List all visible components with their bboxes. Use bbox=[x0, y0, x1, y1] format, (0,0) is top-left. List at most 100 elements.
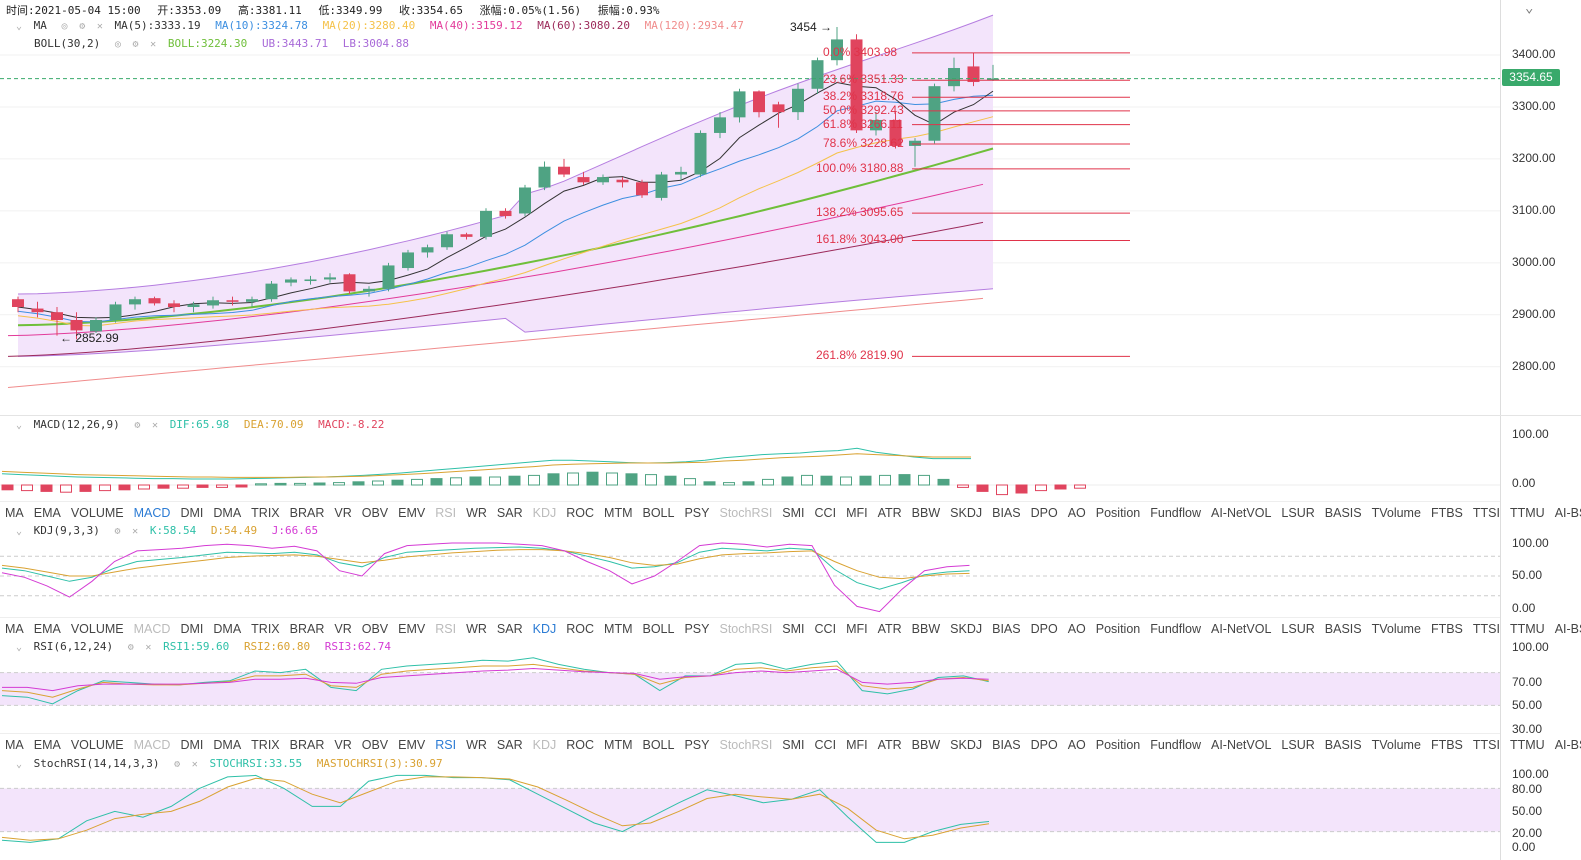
tab-psy[interactable]: PSY bbox=[684, 738, 710, 752]
tab-position[interactable]: Position bbox=[1095, 506, 1141, 520]
tab-roc[interactable]: ROC bbox=[566, 506, 595, 520]
tab-bias[interactable]: BIAS bbox=[992, 738, 1021, 752]
tab-rsi[interactable]: RSI bbox=[435, 506, 457, 520]
tab-emv[interactable]: EMV bbox=[398, 506, 426, 520]
tab-ai-netvol[interactable]: AI-NetVOL bbox=[1210, 738, 1272, 752]
tab-bbw[interactable]: BBW bbox=[911, 506, 941, 520]
tab-ttsi[interactable]: TTSI bbox=[1472, 622, 1500, 636]
visibility-eye-icon[interactable]: ◎ bbox=[114, 39, 121, 50]
tab-tvolume[interactable]: TVolume bbox=[1371, 622, 1421, 636]
tab-brar[interactable]: BRAR bbox=[289, 506, 325, 520]
tab-ao[interactable]: AO bbox=[1067, 506, 1086, 520]
candlestick-chart[interactable] bbox=[0, 0, 1500, 415]
tab-dma[interactable]: DMA bbox=[213, 506, 242, 520]
settings-gear-icon[interactable]: ⚙ bbox=[174, 759, 181, 770]
tab-sar[interactable]: SAR bbox=[496, 622, 523, 636]
tab-ai-netvol[interactable]: AI-NetVOL bbox=[1210, 506, 1272, 520]
tab-stochrsi[interactable]: StochRSI bbox=[719, 506, 773, 520]
tab-psy[interactable]: PSY bbox=[684, 506, 710, 520]
collapse-chevron-icon[interactable]: ⌄ bbox=[16, 526, 23, 537]
settings-gear-icon[interactable]: ⚙ bbox=[132, 39, 139, 50]
tab-volume[interactable]: VOLUME bbox=[70, 622, 124, 636]
tab-macd[interactable]: MACD bbox=[133, 622, 171, 636]
tab-skdj[interactable]: SKDJ bbox=[950, 738, 983, 752]
tab-position[interactable]: Position bbox=[1095, 622, 1141, 636]
tab-rsi[interactable]: RSI bbox=[435, 622, 457, 636]
settings-gear-icon[interactable]: ⚙ bbox=[114, 526, 121, 537]
tab-ftbs[interactable]: FTBS bbox=[1430, 738, 1463, 752]
tab-position[interactable]: Position bbox=[1095, 738, 1141, 752]
tab-cci[interactable]: CCI bbox=[814, 738, 837, 752]
tab-mtm[interactable]: MTM bbox=[604, 622, 633, 636]
tab-tvolume[interactable]: TVolume bbox=[1371, 506, 1421, 520]
tab-atr[interactable]: ATR bbox=[877, 622, 902, 636]
tab-ao[interactable]: AO bbox=[1067, 622, 1086, 636]
tab-vr[interactable]: VR bbox=[334, 738, 352, 752]
tab-mfi[interactable]: MFI bbox=[846, 506, 868, 520]
tab-trix[interactable]: TRIX bbox=[251, 506, 280, 520]
close-icon[interactable]: ✕ bbox=[96, 21, 103, 32]
tab-ttmu[interactable]: TTMU bbox=[1509, 506, 1545, 520]
tab-bias[interactable]: BIAS bbox=[992, 622, 1021, 636]
tab-ai-bsi[interactable]: AI-BSI bbox=[1554, 506, 1581, 520]
tab-boll[interactable]: BOLL bbox=[642, 506, 675, 520]
tab-obv[interactable]: OBV bbox=[361, 506, 389, 520]
tab-cci[interactable]: CCI bbox=[814, 506, 837, 520]
collapse-chevron-icon[interactable]: ⌄ bbox=[16, 759, 23, 770]
tab-skdj[interactable]: SKDJ bbox=[950, 622, 983, 636]
tab-cci[interactable]: CCI bbox=[814, 622, 837, 636]
tab-tvolume[interactable]: TVolume bbox=[1371, 738, 1421, 752]
tab-brar[interactable]: BRAR bbox=[289, 622, 325, 636]
tab-boll[interactable]: BOLL bbox=[642, 738, 675, 752]
tab-basis[interactable]: BASIS bbox=[1324, 622, 1362, 636]
tab-trix[interactable]: TRIX bbox=[251, 622, 280, 636]
tab-atr[interactable]: ATR bbox=[877, 506, 902, 520]
collapse-chevron-icon[interactable]: ⌄ bbox=[16, 642, 23, 653]
tab-kdj[interactable]: KDJ bbox=[532, 738, 557, 752]
tab-boll[interactable]: BOLL bbox=[642, 622, 675, 636]
tab-smi[interactable]: SMI bbox=[782, 622, 805, 636]
tab-ftbs[interactable]: FTBS bbox=[1430, 622, 1463, 636]
close-icon[interactable]: ✕ bbox=[152, 420, 159, 431]
collapse-chevron-icon[interactable]: ⌄ bbox=[16, 420, 23, 431]
tab-ttmu[interactable]: TTMU bbox=[1509, 738, 1545, 752]
tab-dpo[interactable]: DPO bbox=[1030, 738, 1058, 752]
tab-psy[interactable]: PSY bbox=[684, 622, 710, 636]
tab-stochrsi[interactable]: StochRSI bbox=[719, 622, 773, 636]
visibility-eye-icon[interactable]: ◎ bbox=[61, 21, 68, 32]
tab-fundflow[interactable]: Fundflow bbox=[1150, 738, 1201, 752]
tab-wr[interactable]: WR bbox=[466, 622, 487, 636]
tab-smi[interactable]: SMI bbox=[782, 506, 805, 520]
tab-macd[interactable]: MACD bbox=[133, 738, 171, 752]
settings-gear-icon[interactable]: ⚙ bbox=[79, 21, 86, 32]
tab-emv[interactable]: EMV bbox=[398, 738, 426, 752]
settings-gear-icon[interactable]: ⚙ bbox=[134, 420, 141, 431]
tab-sar[interactable]: SAR bbox=[496, 738, 523, 752]
tab-volume[interactable]: VOLUME bbox=[70, 506, 124, 520]
tab-volume[interactable]: VOLUME bbox=[70, 738, 124, 752]
tab-dma[interactable]: DMA bbox=[213, 738, 242, 752]
tab-dmi[interactable]: DMI bbox=[180, 738, 204, 752]
tab-vr[interactable]: VR bbox=[334, 506, 352, 520]
tab-vr[interactable]: VR bbox=[334, 622, 352, 636]
tab-ma[interactable]: MA bbox=[5, 622, 24, 636]
tab-bias[interactable]: BIAS bbox=[992, 506, 1021, 520]
tab-atr[interactable]: ATR bbox=[877, 738, 902, 752]
tab-sar[interactable]: SAR bbox=[496, 506, 523, 520]
tab-fundflow[interactable]: Fundflow bbox=[1150, 506, 1201, 520]
settings-gear-icon[interactable]: ⚙ bbox=[127, 642, 134, 653]
tab-roc[interactable]: ROC bbox=[566, 622, 595, 636]
tab-dpo[interactable]: DPO bbox=[1030, 506, 1058, 520]
tab-mtm[interactable]: MTM bbox=[604, 738, 633, 752]
tab-mfi[interactable]: MFI bbox=[846, 622, 868, 636]
tab-bbw[interactable]: BBW bbox=[911, 738, 941, 752]
close-icon[interactable]: ✕ bbox=[132, 526, 139, 537]
tab-lsur[interactable]: LSUR bbox=[1281, 506, 1315, 520]
pane-separator[interactable] bbox=[0, 415, 1581, 416]
tab-ma[interactable]: MA bbox=[5, 738, 24, 752]
tab-obv[interactable]: OBV bbox=[361, 738, 389, 752]
tab-ai-bsi[interactable]: AI-BSI bbox=[1554, 738, 1581, 752]
tab-ai-netvol[interactable]: AI-NetVOL bbox=[1210, 622, 1272, 636]
tab-smi[interactable]: SMI bbox=[782, 738, 805, 752]
tab-kdj[interactable]: KDJ bbox=[532, 506, 557, 520]
